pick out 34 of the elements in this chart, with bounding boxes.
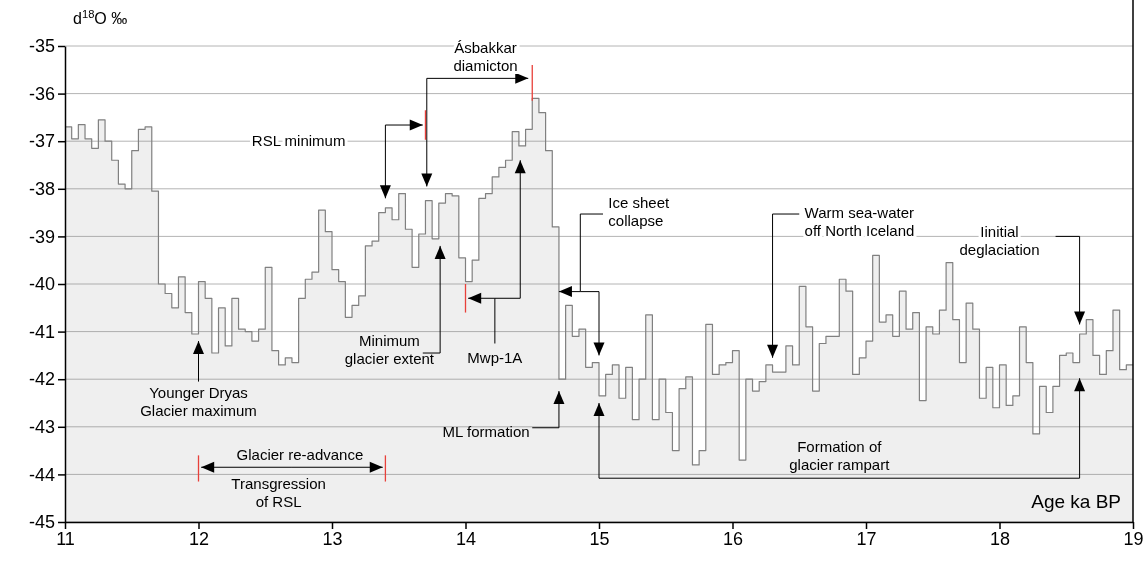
y-tick-label: -38: [28, 179, 55, 200]
y-axis-title: d$^{18}$O ‰: [73, 8, 128, 27]
x-tick-label: 16: [722, 528, 744, 549]
annotation: Ásbakkar diamicton: [453, 39, 518, 75]
x-tick-label: 11: [56, 528, 75, 549]
annotation: Warm sea-water off North Iceland: [804, 203, 915, 239]
y-tick-label: -35: [28, 36, 55, 57]
x-tick-label: 18: [989, 528, 1011, 549]
annotation: Younger Dryas Glacier maximum: [140, 384, 257, 420]
x-tick-label: 12: [188, 528, 210, 549]
x-axis-title: Age ka BP: [1031, 491, 1121, 512]
y-tick-label: -42: [28, 369, 55, 390]
y-tick-label: -43: [28, 417, 55, 438]
x-tick-label: 17: [856, 528, 877, 549]
y-tick-label: -39: [28, 226, 55, 247]
y-tick-label: -40: [28, 274, 55, 295]
y-tick-label: -41: [28, 321, 55, 342]
annotation: Formation of glacier rampart: [789, 437, 891, 473]
x-tick-label: 19: [1123, 528, 1144, 549]
x-tick-label: 13: [322, 528, 343, 549]
annotation: Glacier re-advance: [236, 446, 364, 464]
annotation: Ice sheet collapse: [608, 194, 671, 230]
annotation: Transgression of RSL: [231, 474, 326, 510]
y-tick-label: -44: [28, 464, 55, 485]
x-tick-label: 14: [455, 528, 477, 549]
y-tick-label: -36: [28, 83, 55, 104]
y-tick-label: -37: [28, 131, 55, 152]
x-tick-label: 15: [589, 528, 610, 549]
annotation: RSL minimum: [251, 132, 346, 150]
y-tick-label: -45: [28, 512, 55, 533]
annotation: Mwp-1A: [467, 348, 523, 366]
annotation: Minimum glacier extent: [344, 332, 435, 368]
annotation: Iinitial deglaciation: [959, 222, 1040, 258]
annotation: ML formation: [442, 422, 530, 440]
